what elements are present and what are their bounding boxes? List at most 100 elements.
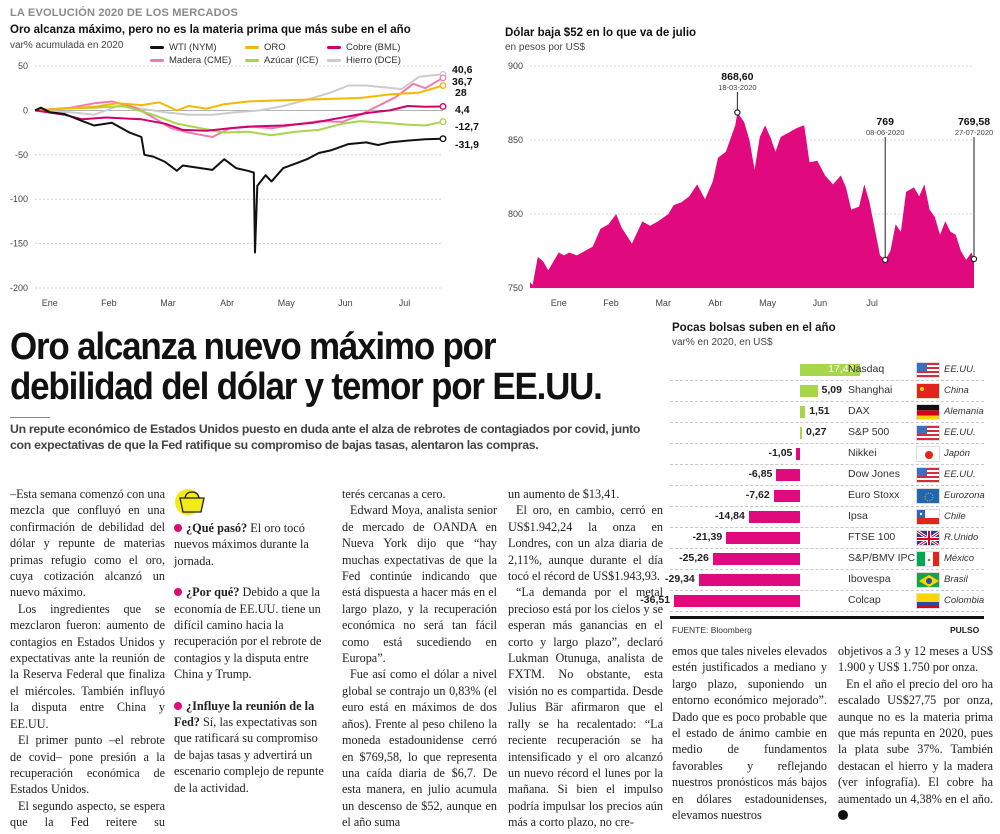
stocks-chart-title: Pocas bolsas suben en el año: [672, 322, 836, 334]
country-label: Japón: [944, 448, 970, 459]
japan-flag-icon: [916, 446, 940, 462]
index-name: Ipsa: [848, 510, 868, 522]
y-tick-label: 50: [18, 61, 28, 71]
bar-value-label: 17,43: [828, 363, 855, 375]
paragraph: –Esta semana comenzó con una mezcla que …: [10, 487, 165, 600]
series-end-marker: [439, 118, 447, 126]
paragraph: En el año el precio del oro ha escalado …: [838, 676, 993, 824]
bar-value-label: -14,84: [715, 510, 745, 522]
paragraph: El oro, en cambio, cerró en US$1.942,24 …: [508, 503, 663, 584]
mexico-flag-icon: [916, 551, 940, 567]
legend-swatch: [150, 46, 164, 49]
bar: [776, 469, 800, 481]
article-column-4: un aumento de $13,41. El oro, en cambio,…: [508, 486, 663, 831]
paragraph: Fue así como el dólar a nivel global se …: [342, 667, 497, 830]
pulso-end-mark-icon: [838, 810, 848, 821]
country-label: Brasil: [944, 574, 968, 585]
index-name: Ibovespa: [848, 573, 891, 585]
bar: [748, 511, 800, 523]
bar-row: -6,85 Dow Jones EE.UU.: [670, 465, 984, 486]
dollar-area-chart: 900 850 800 750 Ene Feb Mar Abr May Jun Jul 868,601…: [508, 61, 993, 308]
commodities-line-chart: 50 0 -50 -100 -150 -200 Ene Feb Mar Abr May Jun Jul 4…: [10, 61, 479, 308]
country-label: Alemania: [944, 406, 984, 417]
legend-item: Azúcar (ICE): [245, 55, 327, 66]
y-tick-label: 900: [508, 61, 523, 71]
x-tick-label: Jun: [813, 298, 828, 308]
bar-row: 17,43 Nasdaq EE.UU.: [670, 360, 984, 381]
series-end-label: 28: [455, 87, 467, 99]
annotation-marker: [882, 256, 889, 264]
x-tick-label: Feb: [101, 298, 117, 308]
source-label: FUENTE: Bloomberg: [672, 625, 752, 635]
bar-value-label: 0,27: [806, 426, 827, 438]
series-end-label: 40,6: [452, 64, 473, 76]
legend-label: WTI (NYM): [169, 42, 217, 53]
qa-answer: El oro tocó nuevos máximos durante la jo…: [174, 521, 309, 568]
country-label: R.Unido: [944, 532, 979, 543]
series-end-marker: [439, 74, 447, 82]
article-column-6: objetivos a 3 y 12 meses a US$ 1.900 y U…: [838, 643, 993, 823]
series-line: [34, 106, 444, 254]
bullet-dot-icon: [174, 588, 182, 597]
x-tick-label: Jul: [866, 298, 878, 308]
x-tick-label: Ene: [42, 298, 58, 308]
dek: Un repute económico de Estados Unidos pu…: [10, 422, 641, 452]
bar: [800, 385, 818, 397]
dollar-chart-title: Dólar baja $52 en lo que va de julio: [505, 27, 697, 39]
bar-value-label: -21,39: [692, 531, 723, 543]
y-tick-label: 750: [508, 283, 523, 293]
y-tick-label: 850: [508, 135, 523, 145]
bullet-dot-icon: [174, 524, 182, 532]
y-tick-label: -150: [10, 239, 28, 249]
bar: [726, 532, 800, 544]
brand-label: PULSO: [950, 625, 980, 635]
bar: [800, 427, 802, 439]
uk-flag-icon: [916, 530, 940, 546]
x-tick-label: Feb: [603, 298, 619, 308]
bar-value-label: -25,26: [679, 552, 709, 564]
qa-item: ¿Por qué? Debido a que la economía de EE…: [174, 584, 332, 682]
index-name: Colcap: [848, 594, 881, 606]
index-name: S&P 500: [848, 426, 890, 438]
bar-row: -25,26 S&P/BMV IPC México: [670, 549, 984, 570]
article-column-1: –Esta semana comenzó con una mezcla que …: [10, 486, 165, 834]
paragraph: terés cercanas a cero.: [342, 487, 446, 501]
commodities-chart-subtitle: var% acumulada en 2020: [10, 40, 124, 51]
series-end-marker: [439, 103, 447, 110]
bar-row: 1,51 DAX Alemania: [670, 402, 984, 423]
paragraph-text: En el año el precio del oro ha escalado …: [838, 676, 993, 806]
legend-label: Azúcar (ICE): [264, 55, 319, 66]
country-label: EE.UU.: [944, 469, 976, 480]
annotation-marker: [734, 109, 741, 116]
series-end-label: 4,4: [455, 104, 470, 116]
legend-label: Cobre (BML): [346, 42, 401, 53]
x-tick-label: May: [278, 298, 296, 308]
index-name: S&P/BMV IPC: [848, 552, 916, 564]
x-tick-label: May: [759, 298, 777, 308]
x-tick-label: Jul: [399, 298, 411, 308]
stocks-chart-subtitle: var% en 2020, en US$: [672, 337, 773, 348]
series-line: [34, 105, 444, 137]
bar-row: -7,62 Euro Stoxx Eurozona: [670, 486, 985, 507]
area-fill: [530, 112, 974, 288]
bar: [800, 406, 806, 418]
bar: [698, 574, 800, 586]
germany-flag-icon: [916, 404, 940, 420]
series-end-label: -31,9: [455, 139, 479, 151]
bar-row: -21,39 FTSE 100 R.Unido: [670, 528, 984, 549]
legend-swatch: [245, 59, 259, 62]
legend-item: Cobre (BML): [327, 42, 447, 53]
country-label: México: [944, 553, 975, 564]
bar: [800, 364, 861, 376]
bar-value-label: -1,05: [768, 447, 793, 459]
eu-flag-icon: [916, 488, 940, 504]
x-tick-label: Mar: [655, 298, 671, 308]
x-tick-label: Jun: [338, 298, 353, 308]
legend-swatch: [327, 46, 341, 49]
usa-flag-icon: [916, 362, 940, 378]
usa-flag-icon: [916, 467, 940, 483]
dollar-chart-subtitle: en pesos por US$: [505, 42, 586, 53]
country-label: Colombia: [944, 595, 985, 606]
source-divider: [670, 616, 984, 619]
paragraph: El segundo aspecto, se espera que la Fed…: [10, 798, 165, 834]
